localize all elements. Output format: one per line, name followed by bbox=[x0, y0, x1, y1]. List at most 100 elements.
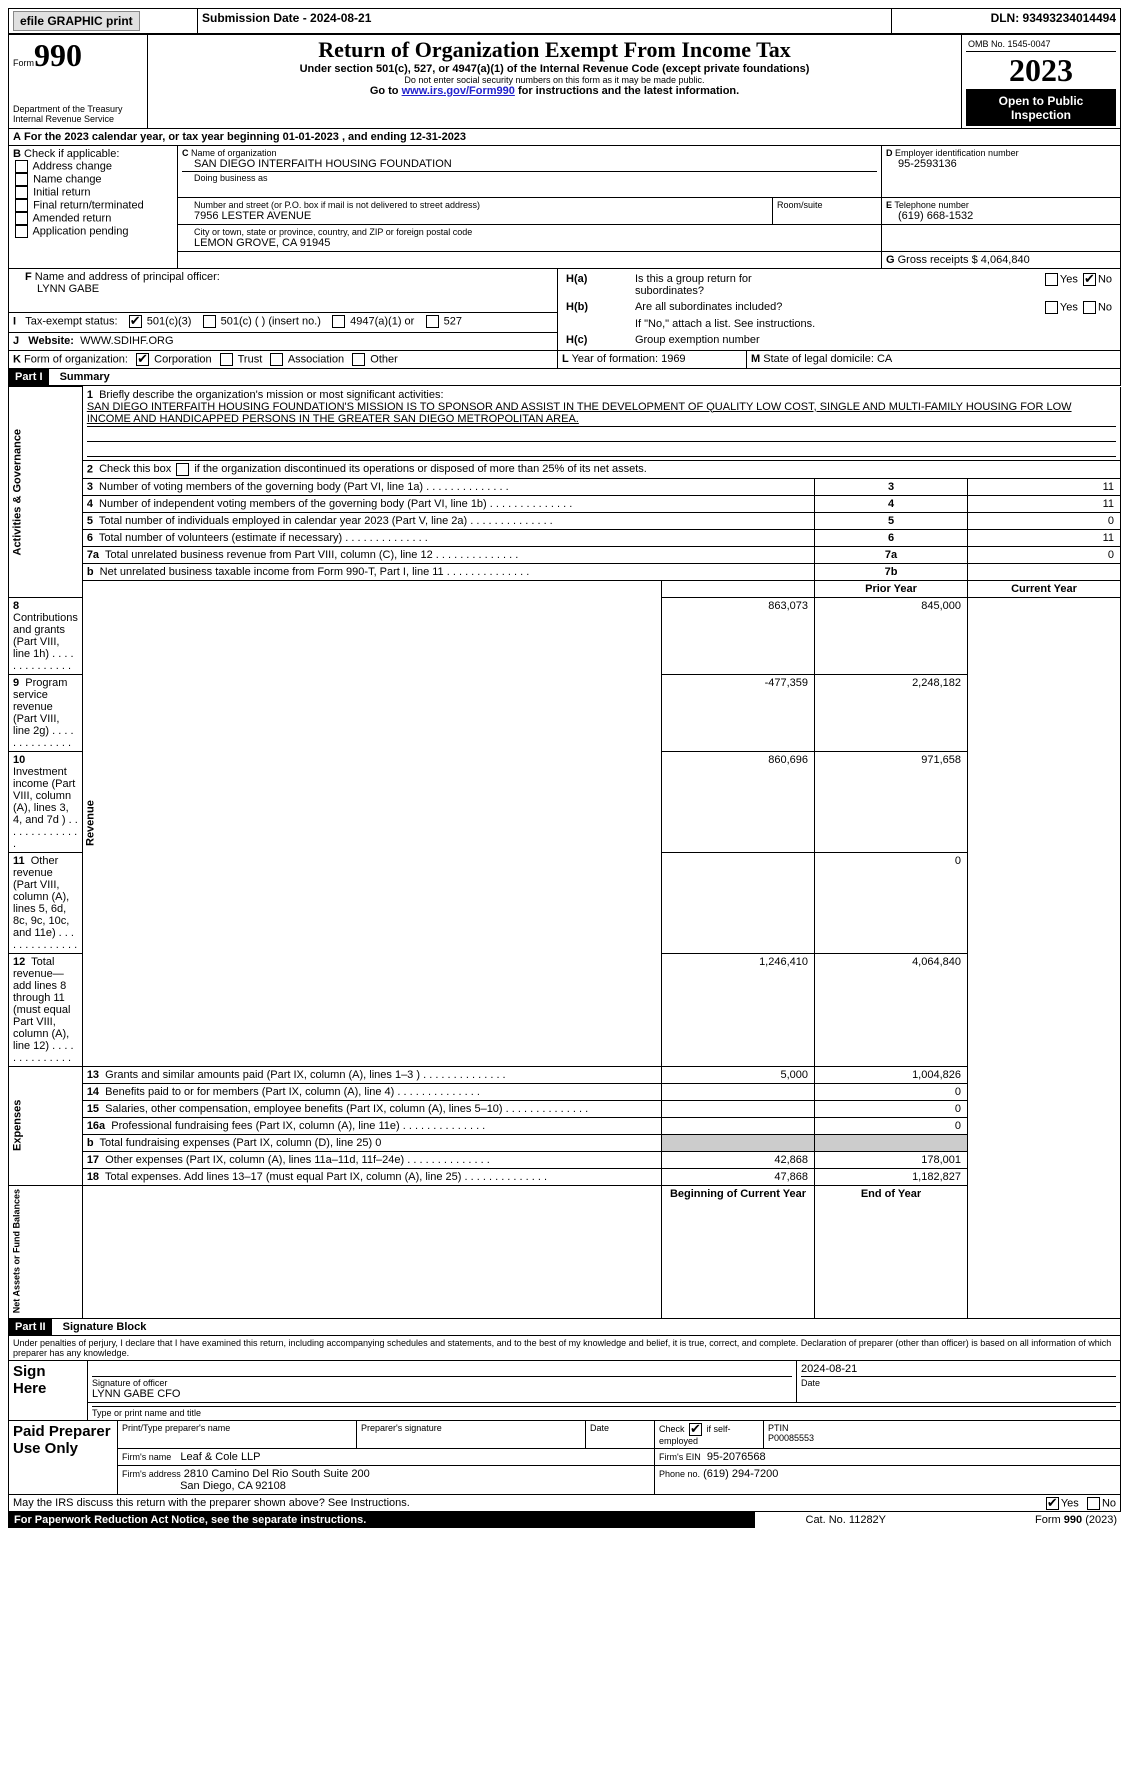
gross-receipts: 4,064,840 bbox=[981, 254, 1030, 266]
dln: DLN: 93493234014494 bbox=[991, 11, 1116, 25]
b-opt: Final return/terminated bbox=[33, 199, 144, 211]
firm-phone: (619) 294-7200 bbox=[703, 1468, 778, 1480]
state-domicile: CA bbox=[877, 353, 892, 365]
line2: Check this box if the organization disco… bbox=[99, 463, 647, 475]
ha-text: Is this a group return for bbox=[635, 273, 752, 285]
tax-year: 2023 bbox=[966, 52, 1116, 90]
state-lbl: State of legal domicile: bbox=[763, 353, 874, 365]
form-footer: Form 990 (2023) bbox=[937, 1512, 1121, 1528]
line-a: A For the 2023 calendar year, or tax yea… bbox=[8, 129, 1121, 146]
entity-block: B Check if applicable: Address change Na… bbox=[8, 146, 1121, 269]
current-year-hdr: Current Year bbox=[968, 580, 1121, 597]
website: WWW.SDIHF.ORG bbox=[80, 335, 174, 347]
irs-label: Internal Revenue Service bbox=[13, 114, 143, 124]
firm-addr2: San Diego, CA 92108 bbox=[180, 1480, 286, 1492]
firm-name: Leaf & Cole LLP bbox=[180, 1451, 260, 1463]
exp-section-label: Expenses bbox=[9, 1066, 83, 1185]
tel-lbl: Telephone number bbox=[894, 200, 969, 210]
summary-table: Activities & Governance 1 Briefly descri… bbox=[8, 386, 1121, 1319]
pt-lbl: Print/Type preparer's name bbox=[118, 1421, 357, 1449]
ssn-warning: Do not enter social security numbers on … bbox=[152, 75, 957, 85]
501c3-checkbox[interactable] bbox=[129, 315, 142, 328]
website-lbl: Website: bbox=[28, 335, 74, 347]
firm-addr1: 2810 Camino Del Rio South Suite 200 bbox=[184, 1468, 370, 1480]
ein-lbl: Employer identification number bbox=[895, 148, 1019, 158]
form-org-lbl: Form of organization: bbox=[24, 353, 128, 365]
sig-officer-lbl: Signature of officer bbox=[92, 1378, 792, 1388]
tax-exempt-lbl: Tax-exempt status: bbox=[25, 316, 117, 328]
telephone: (619) 668-1532 bbox=[886, 210, 1116, 222]
mission-q: Briefly describe the organization's miss… bbox=[99, 389, 443, 401]
perjury-text: Under penalties of perjury, I declare th… bbox=[8, 1336, 1121, 1361]
officer-sig-name: LYNN GABE CFO bbox=[92, 1388, 792, 1400]
cat-no: Cat. No. 11282Y bbox=[755, 1512, 937, 1528]
b-opt: Application pending bbox=[32, 225, 128, 237]
efile-print-button[interactable]: efile GRAPHIC print bbox=[13, 11, 140, 31]
paid-preparer-label: Paid Preparer Use Only bbox=[9, 1421, 118, 1495]
ptin: P00085553 bbox=[768, 1433, 814, 1443]
firm-ein: 95-2076568 bbox=[707, 1451, 766, 1463]
fhij-block: F Name and address of principal officer:… bbox=[8, 269, 1121, 351]
part2-label: Part II bbox=[9, 1319, 52, 1335]
city: LEMON GROVE, CA 91945 bbox=[182, 237, 877, 249]
part2-title: Signature Block bbox=[55, 1321, 147, 1333]
begin-year-hdr: Beginning of Current Year bbox=[662, 1185, 815, 1318]
hc-text: Group exemption number bbox=[631, 332, 1116, 348]
type-name-lbl: Type or print name and title bbox=[92, 1408, 1116, 1418]
street: 7956 LESTER AVENUE bbox=[182, 210, 768, 222]
form-subtitle: Under section 501(c), 527, or 4947(a)(1)… bbox=[152, 63, 957, 75]
rev-section-label: Revenue bbox=[82, 580, 661, 1066]
org-name: SAN DIEGO INTERFAITH HOUSING FOUNDATION bbox=[182, 158, 877, 170]
sign-here-label: Sign Here bbox=[9, 1361, 88, 1421]
officer-lbl: Name and address of principal officer: bbox=[35, 271, 220, 283]
room-lbl: Room/suite bbox=[777, 200, 877, 210]
dept-treasury: Department of the Treasury bbox=[13, 104, 143, 114]
end-year-hdr: End of Year bbox=[815, 1185, 968, 1318]
sign-here-block: Sign Here Signature of officerLYNN GABE … bbox=[8, 1361, 1121, 1421]
form-header: Form990 Department of the Treasury Inter… bbox=[8, 34, 1121, 129]
pd-lbl: Date bbox=[586, 1421, 655, 1449]
irs-link[interactable]: www.irs.gov/Form990 bbox=[402, 85, 515, 97]
ps-lbl: Preparer's signature bbox=[357, 1421, 586, 1449]
top-bar: efile GRAPHIC print Submission Date - 20… bbox=[8, 8, 1121, 34]
sign-date: 2024-08-21 bbox=[801, 1363, 1116, 1375]
prior-year-hdr: Prior Year bbox=[815, 580, 968, 597]
omb-number: OMB No. 1545-0047 bbox=[966, 37, 1116, 52]
part1-label: Part I bbox=[9, 369, 49, 385]
open-public: Open to Public Inspection bbox=[966, 90, 1116, 126]
form-word: Form bbox=[13, 58, 34, 68]
b-opt: Address change bbox=[32, 160, 112, 172]
hb-note: If "No," attach a list. See instructions… bbox=[631, 316, 1116, 332]
sign-date-lbl: Date bbox=[801, 1378, 1116, 1388]
officer-name: LYNN GABE bbox=[13, 283, 553, 295]
ein: 95-2593136 bbox=[886, 158, 1116, 170]
c-name-lbl: Name of organization bbox=[191, 148, 277, 158]
discuss-yes-checkbox[interactable] bbox=[1046, 1497, 1059, 1510]
dba-lbl: Doing business as bbox=[182, 173, 877, 183]
self-emp-checkbox[interactable] bbox=[689, 1423, 702, 1436]
ha-no-checkbox[interactable] bbox=[1083, 273, 1096, 286]
b-label: Check if applicable: bbox=[24, 148, 119, 160]
hb-text: Are all subordinates included? bbox=[635, 301, 782, 313]
gross-lbl: Gross receipts $ bbox=[898, 254, 978, 266]
paid-preparer-block: Paid Preparer Use Only Print/Type prepar… bbox=[8, 1421, 1121, 1495]
klm-block: K Form of organization: Corporation Trus… bbox=[8, 351, 1121, 369]
city-lbl: City or town, state or province, country… bbox=[182, 227, 877, 237]
addr-lbl: Number and street (or P.O. box if mail i… bbox=[182, 200, 768, 210]
net-section-label: Net Assets or Fund Balances bbox=[9, 1185, 83, 1318]
submission-date: Submission Date - 2024-08-21 bbox=[202, 11, 371, 25]
part1-title: Summary bbox=[52, 371, 110, 383]
form-number: 990 bbox=[34, 37, 82, 73]
discuss-text: May the IRS discuss this return with the… bbox=[13, 1497, 410, 1509]
corp-checkbox[interactable] bbox=[136, 353, 149, 366]
form-title: Return of Organization Exempt From Incom… bbox=[152, 37, 957, 63]
b-opt: Initial return bbox=[33, 186, 90, 198]
goto-post: for instructions and the latest informat… bbox=[515, 85, 739, 97]
b-opt: Name change bbox=[33, 173, 102, 185]
year-form-lbl: Year of formation: bbox=[572, 353, 658, 365]
mission-text: SAN DIEGO INTERFAITH HOUSING FOUNDATION'… bbox=[87, 401, 1072, 425]
pra-notice: For Paperwork Reduction Act Notice, see … bbox=[8, 1512, 755, 1528]
year-formation: 1969 bbox=[661, 353, 685, 365]
gov-section-label: Activities & Governance bbox=[9, 387, 83, 598]
b-opt: Amended return bbox=[32, 212, 111, 224]
